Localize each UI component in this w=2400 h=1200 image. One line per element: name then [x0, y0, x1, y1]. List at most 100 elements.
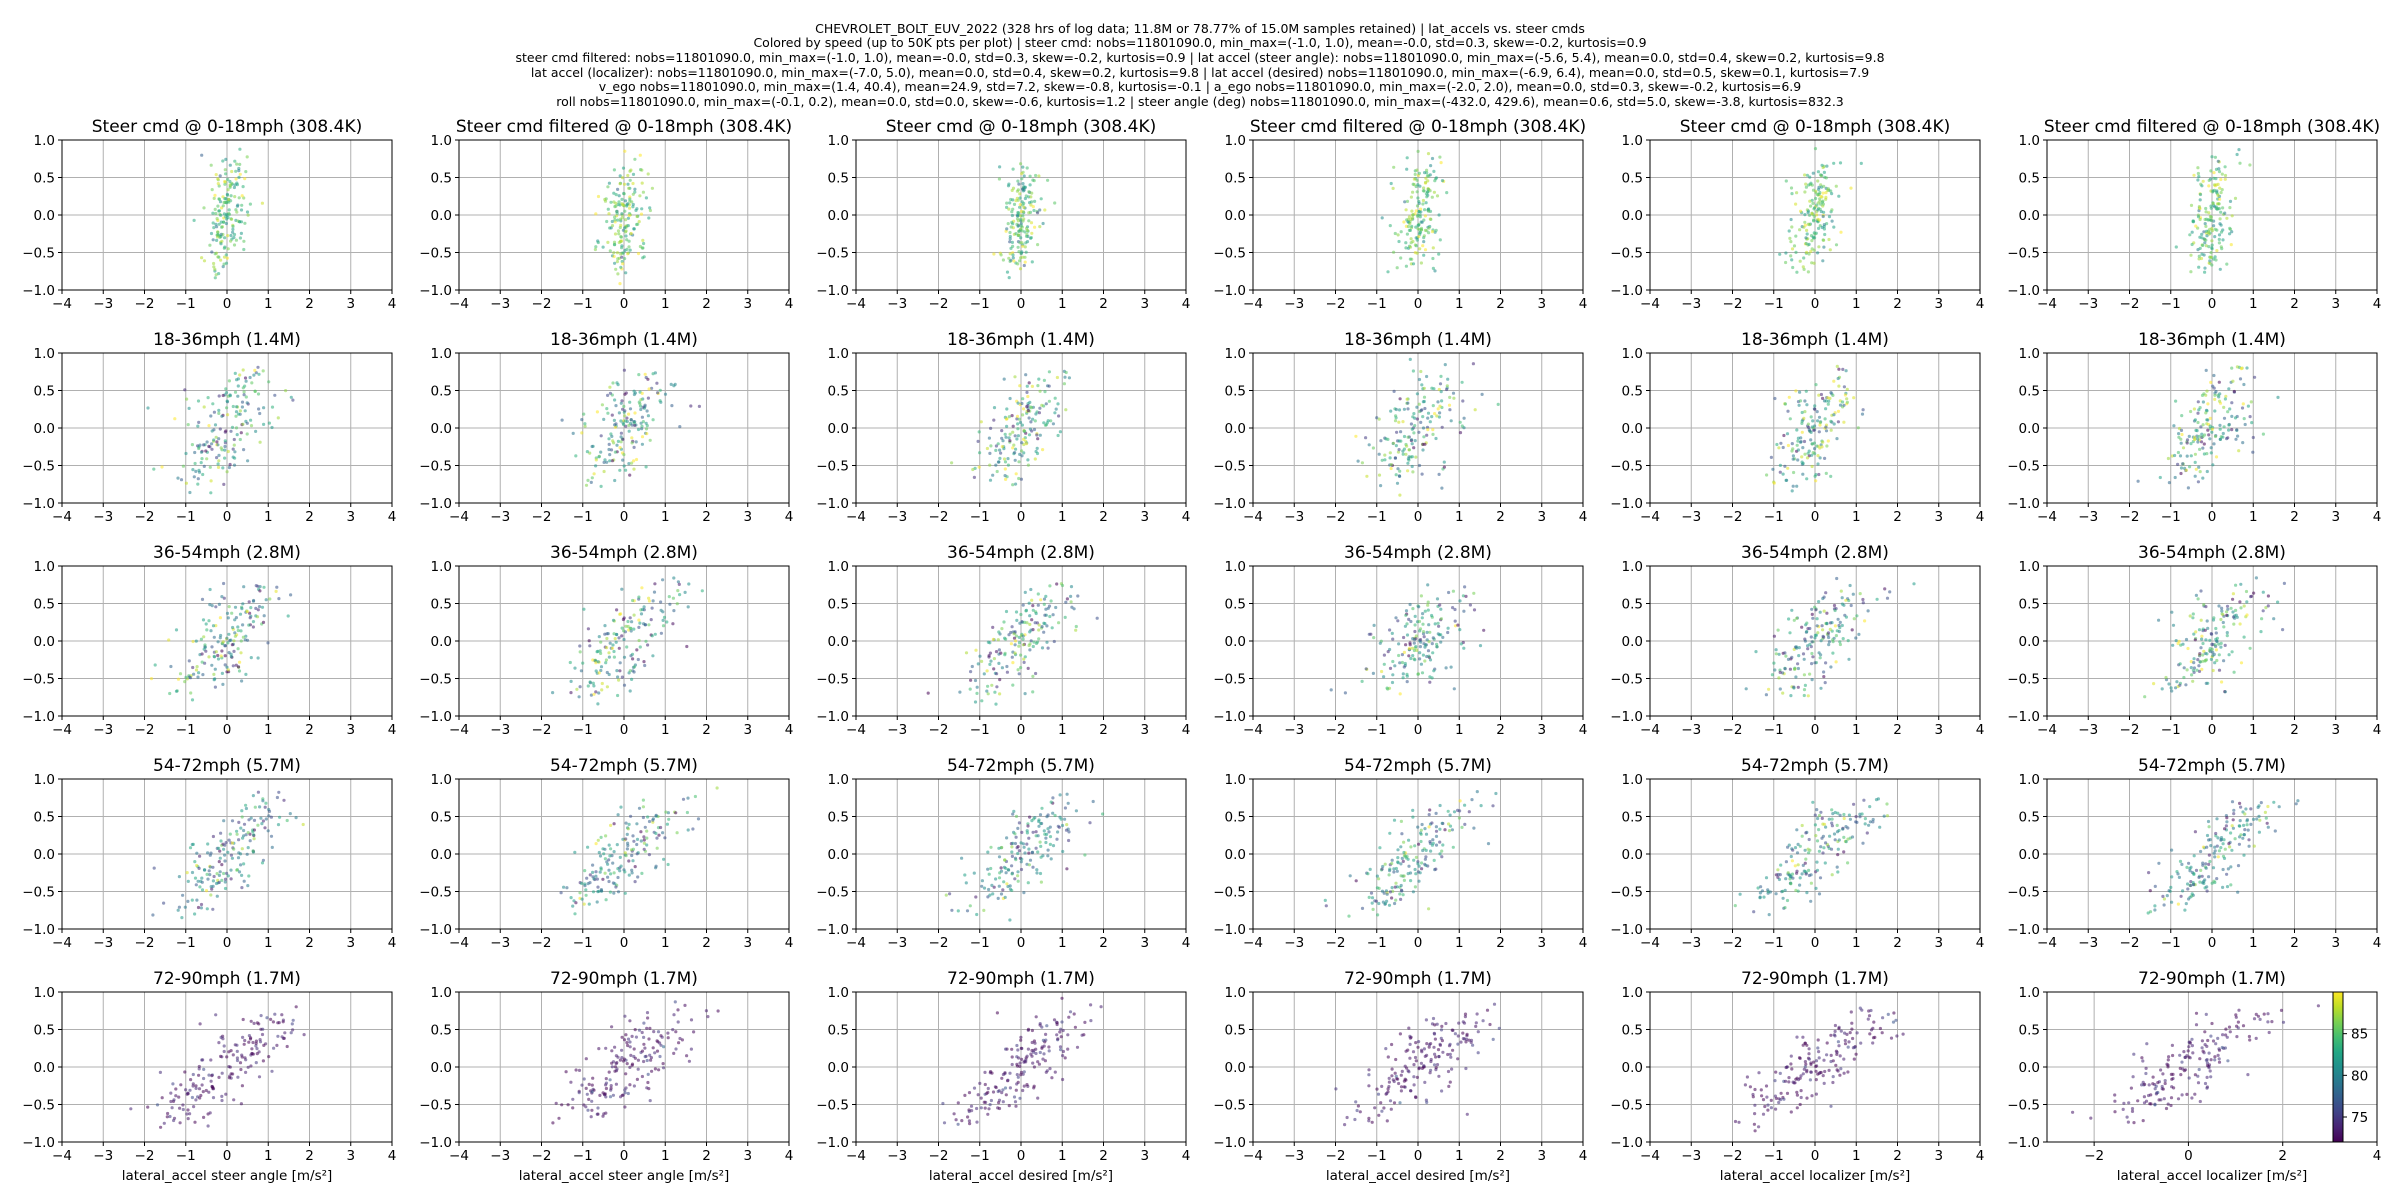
scatter-point — [624, 837, 628, 841]
scatter-point — [619, 419, 623, 423]
scatter-point — [1451, 606, 1455, 610]
scatter-point — [1832, 603, 1837, 608]
scatter-point — [1406, 857, 1410, 861]
scatter-point — [1443, 828, 1447, 832]
scatter-point — [1394, 881, 1398, 885]
scatter-point — [596, 890, 600, 894]
scatter-point — [989, 866, 993, 871]
scatter-point — [197, 420, 201, 424]
scatter-point — [603, 857, 608, 861]
scatter-point — [1027, 211, 1031, 215]
scatter-point — [642, 241, 646, 246]
scatter-point — [2203, 270, 2207, 274]
scatter-point — [1458, 628, 1462, 632]
scatter-point — [1782, 433, 1786, 438]
scatter-point — [1427, 813, 1431, 817]
scatter-point — [1367, 632, 1371, 636]
scatter-point — [1009, 630, 1013, 635]
scatter-point — [1439, 390, 1443, 394]
scatter-point — [228, 393, 232, 397]
scatter-point — [1036, 603, 1040, 607]
scatter-point — [2221, 620, 2225, 625]
panel-title: 18-36mph (1.4M) — [2138, 330, 2286, 350]
scatter-point — [1820, 163, 1824, 167]
scatter-point — [261, 369, 265, 373]
scatter-point — [627, 429, 631, 433]
scatter-point — [1775, 442, 1779, 447]
y-tick-label: 1.0 — [828, 559, 849, 575]
scatter-point — [602, 469, 606, 474]
scatter-point — [616, 229, 621, 233]
scatter-point — [644, 465, 648, 469]
scatter-point — [218, 636, 222, 640]
scatter-points — [992, 162, 1057, 280]
suptitle-line-1: CHEVROLET_BOLT_EUV_2022 (328 hrs of log … — [815, 21, 1585, 36]
scatter-point — [625, 832, 629, 837]
scatter-point — [628, 407, 633, 411]
x-tick-label: 2 — [702, 296, 711, 312]
scatter-point — [625, 238, 629, 242]
scatter-point — [224, 200, 228, 204]
scatter-point — [630, 461, 634, 465]
scatter-point — [2218, 222, 2222, 226]
scatter-point — [1478, 644, 1483, 648]
scatter-point — [1824, 407, 1828, 411]
scatter-point — [238, 409, 242, 413]
scatter-point — [1816, 201, 1820, 205]
scatter-point — [1394, 407, 1398, 412]
scatter-point — [1392, 867, 1396, 871]
scatter-point — [2172, 424, 2176, 428]
scatter-point — [1031, 865, 1035, 869]
scatter-point — [602, 852, 606, 856]
scatter-point — [1033, 457, 1037, 461]
scatter-point — [1821, 191, 1825, 195]
scatter-point — [289, 593, 293, 597]
scatter-point — [991, 473, 995, 477]
scatter-point — [260, 201, 264, 205]
scatter-point — [654, 831, 658, 836]
scatter-point — [1764, 693, 1768, 697]
scatter-point — [611, 381, 615, 385]
scatter-point — [1803, 452, 1807, 456]
scatter-point — [217, 880, 221, 885]
scatter-point — [1448, 408, 1452, 412]
scatter-point — [1827, 215, 1832, 219]
scatter-point — [212, 654, 216, 659]
scatter-point — [1830, 621, 1834, 625]
scatter-point — [2197, 254, 2201, 258]
scatter-point — [1015, 414, 1020, 418]
scatter-point — [1021, 413, 1025, 417]
scatter-point — [2214, 626, 2218, 631]
scatter-point — [1040, 403, 1044, 407]
scatter-point — [2199, 646, 2203, 650]
scatter-point — [627, 245, 631, 249]
scatter-point — [261, 819, 265, 823]
scatter-point — [1440, 425, 1444, 429]
y-tick-label: −1.0 — [419, 709, 452, 725]
scatter-point — [1424, 832, 1429, 836]
scatter-point — [2178, 683, 2182, 687]
scatter-point — [2188, 614, 2192, 618]
y-tick-label: 1.0 — [34, 772, 55, 788]
scatter-point — [1394, 473, 1398, 477]
y-tick-label: −0.5 — [1213, 885, 1246, 901]
scatter-point — [599, 835, 603, 840]
scatter-point — [610, 413, 614, 417]
scatter-point — [218, 427, 222, 431]
scatter-point — [1037, 819, 1041, 824]
scatter-point — [2209, 380, 2213, 384]
scatter-point — [1845, 400, 1849, 404]
scatter-point — [641, 238, 645, 242]
scatter-point — [210, 188, 214, 192]
scatter-point — [1426, 649, 1431, 653]
scatter-point — [216, 230, 220, 234]
x-tick-label: −2 — [135, 722, 155, 738]
scatter-point — [594, 690, 598, 694]
scatter-point — [2217, 241, 2221, 245]
scatter-point — [2221, 431, 2225, 436]
scatter-point — [633, 423, 637, 427]
scatter-point — [226, 247, 230, 251]
scatter-point — [2242, 417, 2246, 421]
scatter-point — [1020, 857, 1024, 861]
scatter-point — [994, 448, 998, 452]
